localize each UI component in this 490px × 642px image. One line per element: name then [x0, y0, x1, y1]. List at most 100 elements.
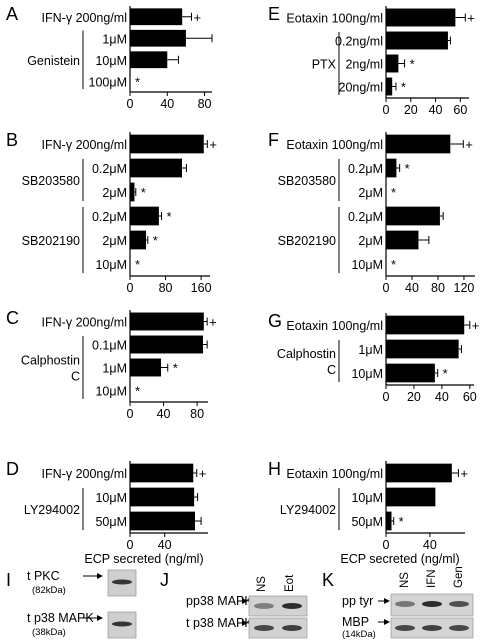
panel-g-bar — [386, 363, 435, 383]
panel-d-category-label: IFN-γ 200ng/ml — [42, 467, 127, 481]
panel-a-x-tick-label: 0 — [127, 97, 134, 111]
panel-e-category-label: 20ng/ml — [339, 81, 383, 95]
panel-h-bar — [386, 487, 436, 507]
blot-j-row-label: t p38 MAPK — [186, 616, 253, 630]
panel-h-bar — [386, 511, 392, 531]
panel-e-plus-mark: + — [467, 11, 475, 26]
panel-f-plus-mark: + — [465, 137, 473, 152]
panel-a-group-label: Genistein — [27, 54, 80, 68]
panel-b-category-label: 2μM — [102, 186, 127, 200]
panel-b-x-tick-label: 80 — [159, 281, 173, 295]
panel-c-star-mark: * — [135, 384, 140, 399]
blot-j-row-label: pp38 MAPK — [186, 594, 253, 608]
panel-e-bar — [386, 8, 456, 27]
panel-d-category-label: 50μM — [95, 515, 127, 529]
blot-k-row-sublabel: (14kDa) — [342, 629, 376, 640]
panel-e-category-label: 0.2ng/ml — [335, 35, 383, 49]
panel-f-x-tick-label: 0 — [383, 281, 390, 295]
panel-b-letter: B — [6, 130, 18, 150]
panel-f-x-tick-label: 40 — [405, 281, 419, 295]
panel-b-bar — [130, 182, 135, 202]
panel-d-x-axis-label: ECP secreted (ng/ml) — [84, 552, 203, 566]
panel-h-bar — [386, 463, 452, 483]
blot-i-band — [112, 579, 132, 585]
blot-i-row-label: t PKC — [27, 569, 60, 583]
panel-d-plus-mark: + — [199, 466, 207, 481]
panel-e-letter: E — [268, 4, 280, 24]
panel-b-star-mark: * — [153, 233, 158, 248]
panel-e-bar — [386, 54, 399, 73]
panel-e-x-tick-label: 60 — [453, 103, 467, 117]
panel-b-group-label: SB202190 — [22, 234, 80, 248]
panel-f-x-tick-label: 80 — [431, 281, 445, 295]
blot-k-band — [395, 625, 415, 631]
panel-g-group-label: C — [327, 363, 336, 377]
panel-h-star-mark: * — [399, 514, 404, 529]
panel-a-category-label: 1μM — [102, 32, 127, 46]
blot-k-band — [449, 625, 469, 631]
blot-i-row-sublabel: (82kDa) — [32, 585, 66, 596]
blot-k-band — [395, 601, 415, 607]
panel-c-letter: C — [6, 308, 19, 328]
panel-a-letter: A — [6, 4, 18, 24]
panel-f-category-label: 2μM — [358, 186, 383, 200]
blot-k-band — [449, 601, 469, 607]
blot-k-arrow-head — [384, 619, 390, 625]
panel-f-category-label: 0.2μM — [348, 162, 383, 176]
blot-i-row-sublabel: (38kDa) — [32, 627, 66, 638]
panel-g-x-tick-label: 60 — [463, 390, 477, 404]
panel-f-bar — [386, 230, 419, 250]
blot-k-band — [422, 625, 442, 631]
panel-f-bar — [386, 158, 397, 178]
panel-d-bar — [130, 511, 195, 531]
panel-d-letter: D — [6, 459, 19, 479]
panel-h-plus-mark: + — [460, 466, 468, 481]
panel-b-star-mark: * — [167, 209, 172, 224]
panel-b-bar — [130, 230, 146, 250]
panel-b-category-label: 0.2μM — [92, 162, 127, 176]
panel-f-category-label: 0.2μM — [348, 210, 383, 224]
panel-d-bar — [130, 463, 194, 483]
blot-i-letter: I — [6, 570, 11, 590]
blot-j-column-label: Eot — [284, 574, 296, 592]
blot-i-row-label: t p38 MAPK — [27, 611, 94, 625]
panel-f-bar — [386, 206, 440, 226]
blot-j-letter: J — [160, 570, 169, 590]
blot-k-arrow-head — [384, 598, 390, 604]
blot-j-band — [282, 603, 302, 609]
panel-c-x-tick-label: 80 — [190, 407, 204, 421]
panel-c-x-tick-label: 0 — [127, 407, 134, 421]
panel-h-category-label: Eotaxin 100ng/ml — [286, 467, 383, 481]
panel-b-group-label: SB203580 — [22, 174, 80, 188]
panel-f-category-label: Eotaxin 100ng/ml — [286, 138, 383, 152]
panel-e-category-label: 2ng/ml — [345, 58, 383, 72]
panel-f-category-label: 2μM — [358, 234, 383, 248]
blot-k-letter: K — [322, 570, 334, 590]
blot-i-arrow-head — [97, 573, 103, 579]
panel-c-star-mark: * — [173, 361, 178, 376]
panel-f-star-mark: * — [405, 161, 410, 176]
panel-a-x-tick-label: 40 — [160, 97, 174, 111]
panel-e-x-tick-label: 40 — [429, 103, 443, 117]
panel-c-x-tick-label: 40 — [157, 407, 171, 421]
panel-g-x-tick-label: 40 — [435, 390, 449, 404]
panel-f-star-mark: * — [391, 257, 396, 272]
panel-c-bar — [130, 312, 204, 331]
panel-f-category-label: 10μM — [351, 258, 383, 272]
panel-f-x-tick-label: 120 — [454, 281, 475, 295]
blot-k-row-label: MBP — [342, 615, 369, 629]
panel-a-bar — [130, 29, 186, 47]
blot-j-membrane — [248, 617, 308, 639]
blot-k-column-label: NS — [399, 572, 411, 588]
panel-b-star-mark: * — [141, 185, 146, 200]
panel-h-x-axis-label: ECP secreted (ng/ml) — [340, 552, 459, 566]
panel-c-category-label: 1μM — [102, 362, 127, 376]
blot-j-column-label: NS — [256, 576, 268, 592]
panel-e-star-mark: * — [410, 57, 415, 72]
panel-a-category-label: IFN-γ 200ng/ml — [42, 11, 127, 25]
panel-h-group-label: LY294002 — [280, 503, 336, 517]
panel-a-star-mark: * — [135, 74, 140, 89]
panel-f-letter: F — [268, 130, 279, 150]
panel-b-category-label: 0.2μM — [92, 210, 127, 224]
